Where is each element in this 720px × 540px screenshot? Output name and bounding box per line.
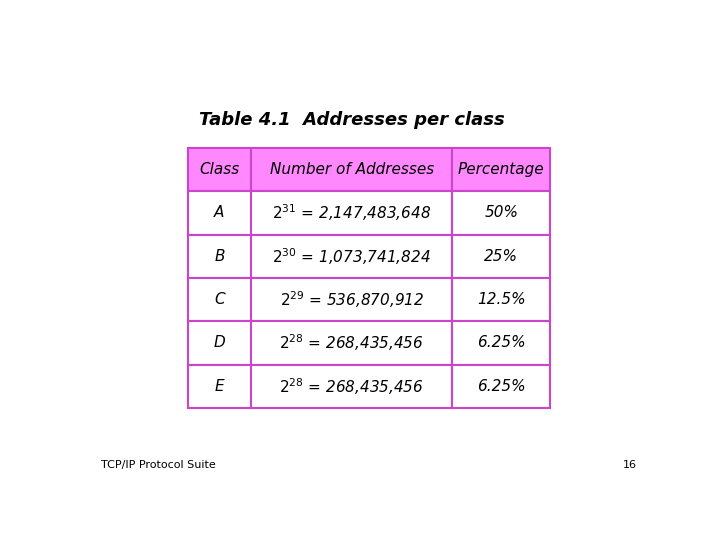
Polygon shape — [188, 191, 251, 234]
Text: $2^{31}$ = 2,147,483,648: $2^{31}$ = 2,147,483,648 — [272, 202, 431, 223]
Polygon shape — [452, 148, 550, 191]
Text: TCP/IP Protocol Suite: TCP/IP Protocol Suite — [101, 460, 216, 470]
Text: C: C — [214, 292, 225, 307]
Polygon shape — [251, 148, 452, 191]
Text: A: A — [214, 205, 225, 220]
Polygon shape — [251, 234, 452, 278]
Text: $2^{30}$ = 1,073,741,824: $2^{30}$ = 1,073,741,824 — [272, 246, 431, 267]
Text: $2^{28}$ = 268,435,456: $2^{28}$ = 268,435,456 — [279, 333, 424, 353]
Text: 6.25%: 6.25% — [477, 379, 526, 394]
Text: E: E — [215, 379, 224, 394]
Text: 16: 16 — [623, 460, 637, 470]
Polygon shape — [188, 278, 251, 321]
Polygon shape — [452, 278, 550, 321]
Text: 12.5%: 12.5% — [477, 292, 526, 307]
Polygon shape — [452, 364, 550, 408]
Polygon shape — [251, 278, 452, 321]
Text: B: B — [214, 249, 225, 264]
Polygon shape — [452, 321, 550, 365]
Polygon shape — [188, 148, 251, 191]
Text: 6.25%: 6.25% — [477, 335, 526, 350]
Polygon shape — [452, 191, 550, 234]
Polygon shape — [188, 234, 251, 278]
Text: Table 4.1  Addresses per class: Table 4.1 Addresses per class — [199, 111, 505, 129]
Polygon shape — [251, 321, 452, 365]
Polygon shape — [188, 321, 251, 365]
Text: D: D — [214, 335, 225, 350]
Polygon shape — [251, 364, 452, 408]
Polygon shape — [452, 234, 550, 278]
Text: 25%: 25% — [485, 249, 518, 264]
Text: Number of Addresses: Number of Addresses — [270, 162, 434, 177]
Text: $2^{29}$ = 536,870,912: $2^{29}$ = 536,870,912 — [279, 289, 424, 310]
Text: Class: Class — [199, 162, 240, 177]
Polygon shape — [251, 191, 452, 234]
Polygon shape — [188, 364, 251, 408]
Text: Percentage: Percentage — [458, 162, 545, 177]
Text: $2^{28}$ = 268,435,456: $2^{28}$ = 268,435,456 — [279, 376, 424, 396]
Text: 50%: 50% — [485, 205, 518, 220]
